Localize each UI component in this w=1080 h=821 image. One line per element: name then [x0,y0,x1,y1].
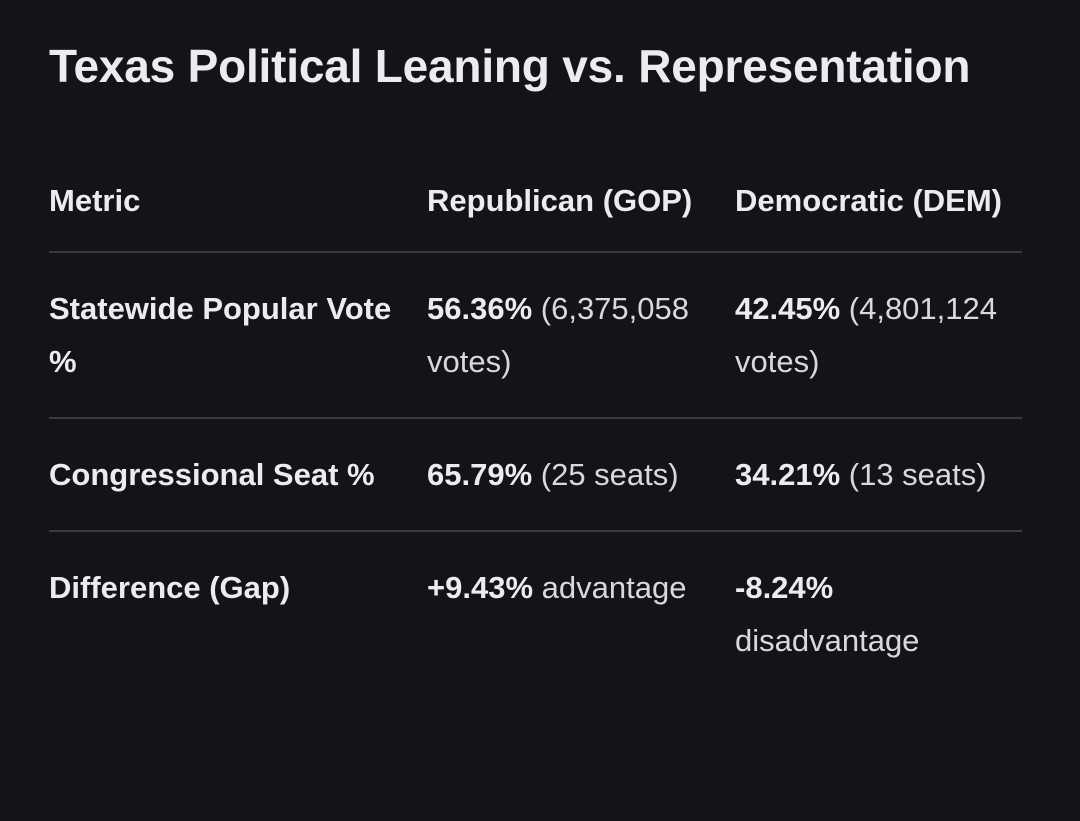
gop-detail: advantage [541,570,687,605]
table-row: Statewide Popular Vote % 56.36% (6,375,0… [49,252,1022,418]
header-democratic: Democratic (DEM) [735,183,1002,218]
gop-cell: 65.79% (25 seats) [427,418,735,531]
gop-value: 65.79% [427,457,533,492]
table-header: Metric Republican (GOP) Democratic (DEM) [49,168,1022,252]
dem-cell: 34.21% (13 seats) [735,418,1022,531]
gop-detail: (6,375,058 votes) [427,291,689,379]
dem-value: -8.24% [735,570,834,605]
gop-detail: (25 seats) [540,457,679,492]
table-row: Difference (Gap) +9.43% advantage -8.24%… [49,531,1022,696]
dem-detail: disadvantage [735,623,920,658]
dem-detail: (13 seats) [848,457,987,492]
comparison-table: Metric Republican (GOP) Democratic (DEM)… [49,168,1022,696]
row-metric: Difference (Gap) [49,570,291,605]
table-row: Congressional Seat % 65.79% (25 seats) 3… [49,418,1022,531]
dem-value: 42.45% [735,291,841,326]
dem-value: 34.21% [735,457,841,492]
header-metric: Metric [49,183,141,218]
header-republican: Republican (GOP) [427,183,693,218]
header-row: Metric Republican (GOP) Democratic (DEM) [49,168,1022,252]
gop-cell: 56.36% (6,375,058 votes) [427,252,735,418]
page-title: Texas Political Leaning vs. Representati… [49,40,971,92]
dem-detail: (4,801,124 votes) [735,291,997,379]
dem-cell: 42.45% (4,801,124 votes) [735,252,1022,418]
row-metric: Congressional Seat % [49,457,375,492]
gop-cell: +9.43% advantage [427,531,735,696]
dem-cell: -8.24% disadvantage [735,531,1022,696]
gop-value: 56.36% [427,291,533,326]
gop-value: +9.43% [427,570,534,605]
row-metric: Statewide Popular Vote % [49,291,392,379]
